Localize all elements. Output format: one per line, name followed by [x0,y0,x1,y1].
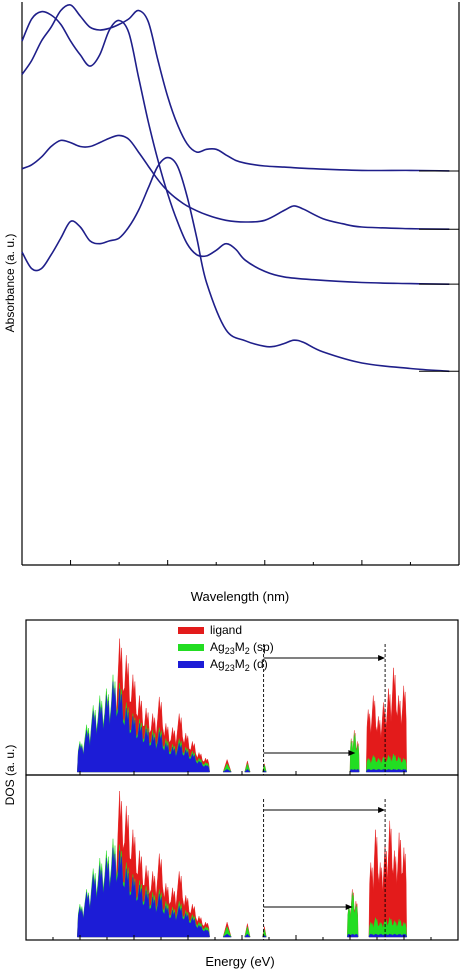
dos-area-d [366,769,407,773]
uv-series-b [21,134,450,230]
dos-chart: DOS (a. u.) Energy (eV) ligand Ag23M2 (sp… [3,619,459,969]
uv-series-a [21,10,450,285]
dos-legend: ligand Ag23M2 (sp)Ag23M2 (d) [178,623,274,673]
legend-label-d: Ag23M2 (d) [210,657,268,673]
dos-area-d [349,769,360,773]
dos-ylabel: DOS (a. u.) [3,745,17,806]
dos-area-d [368,933,407,938]
legend-swatch-d [178,661,204,668]
dos-area-d [222,769,232,773]
uv-xlabel: Wavelength (nm) [191,589,290,604]
legend-label-ligand: ligand [210,623,242,637]
dos-arrow-head [378,807,386,813]
uv-series-c [21,4,450,172]
legend-swatch-sp [178,644,204,651]
absorbance-chart: Absorbance (a. u.) Wavelength (nm) [3,2,460,604]
dos-arrow-head [378,655,386,661]
dos-area-d [222,933,232,938]
dos-area-sp [366,753,407,773]
dos-area-d [77,847,210,938]
dos-area-ligand [368,820,407,938]
uv-ylabel: Absorbance (a. u.) [3,234,17,333]
uv-series-d [21,156,450,373]
dos-panel-f [25,774,459,941]
dos-area-sp [347,892,359,938]
dos-area-d [244,769,251,773]
legend-label-sp: Ag23M2 (sp) [210,640,274,656]
legend-swatch-ligand [178,627,204,634]
dos-area-ligand [366,667,407,773]
dos-area-d [347,933,359,938]
dos-area-sp [368,917,407,938]
dos-area-d [244,933,251,938]
dos-xlabel: Energy (eV) [205,954,274,969]
dos-arrow-head [348,750,356,756]
dos-arrow-head [345,904,353,910]
dos-area-d [77,681,210,773]
dos-area-sp [349,732,360,773]
